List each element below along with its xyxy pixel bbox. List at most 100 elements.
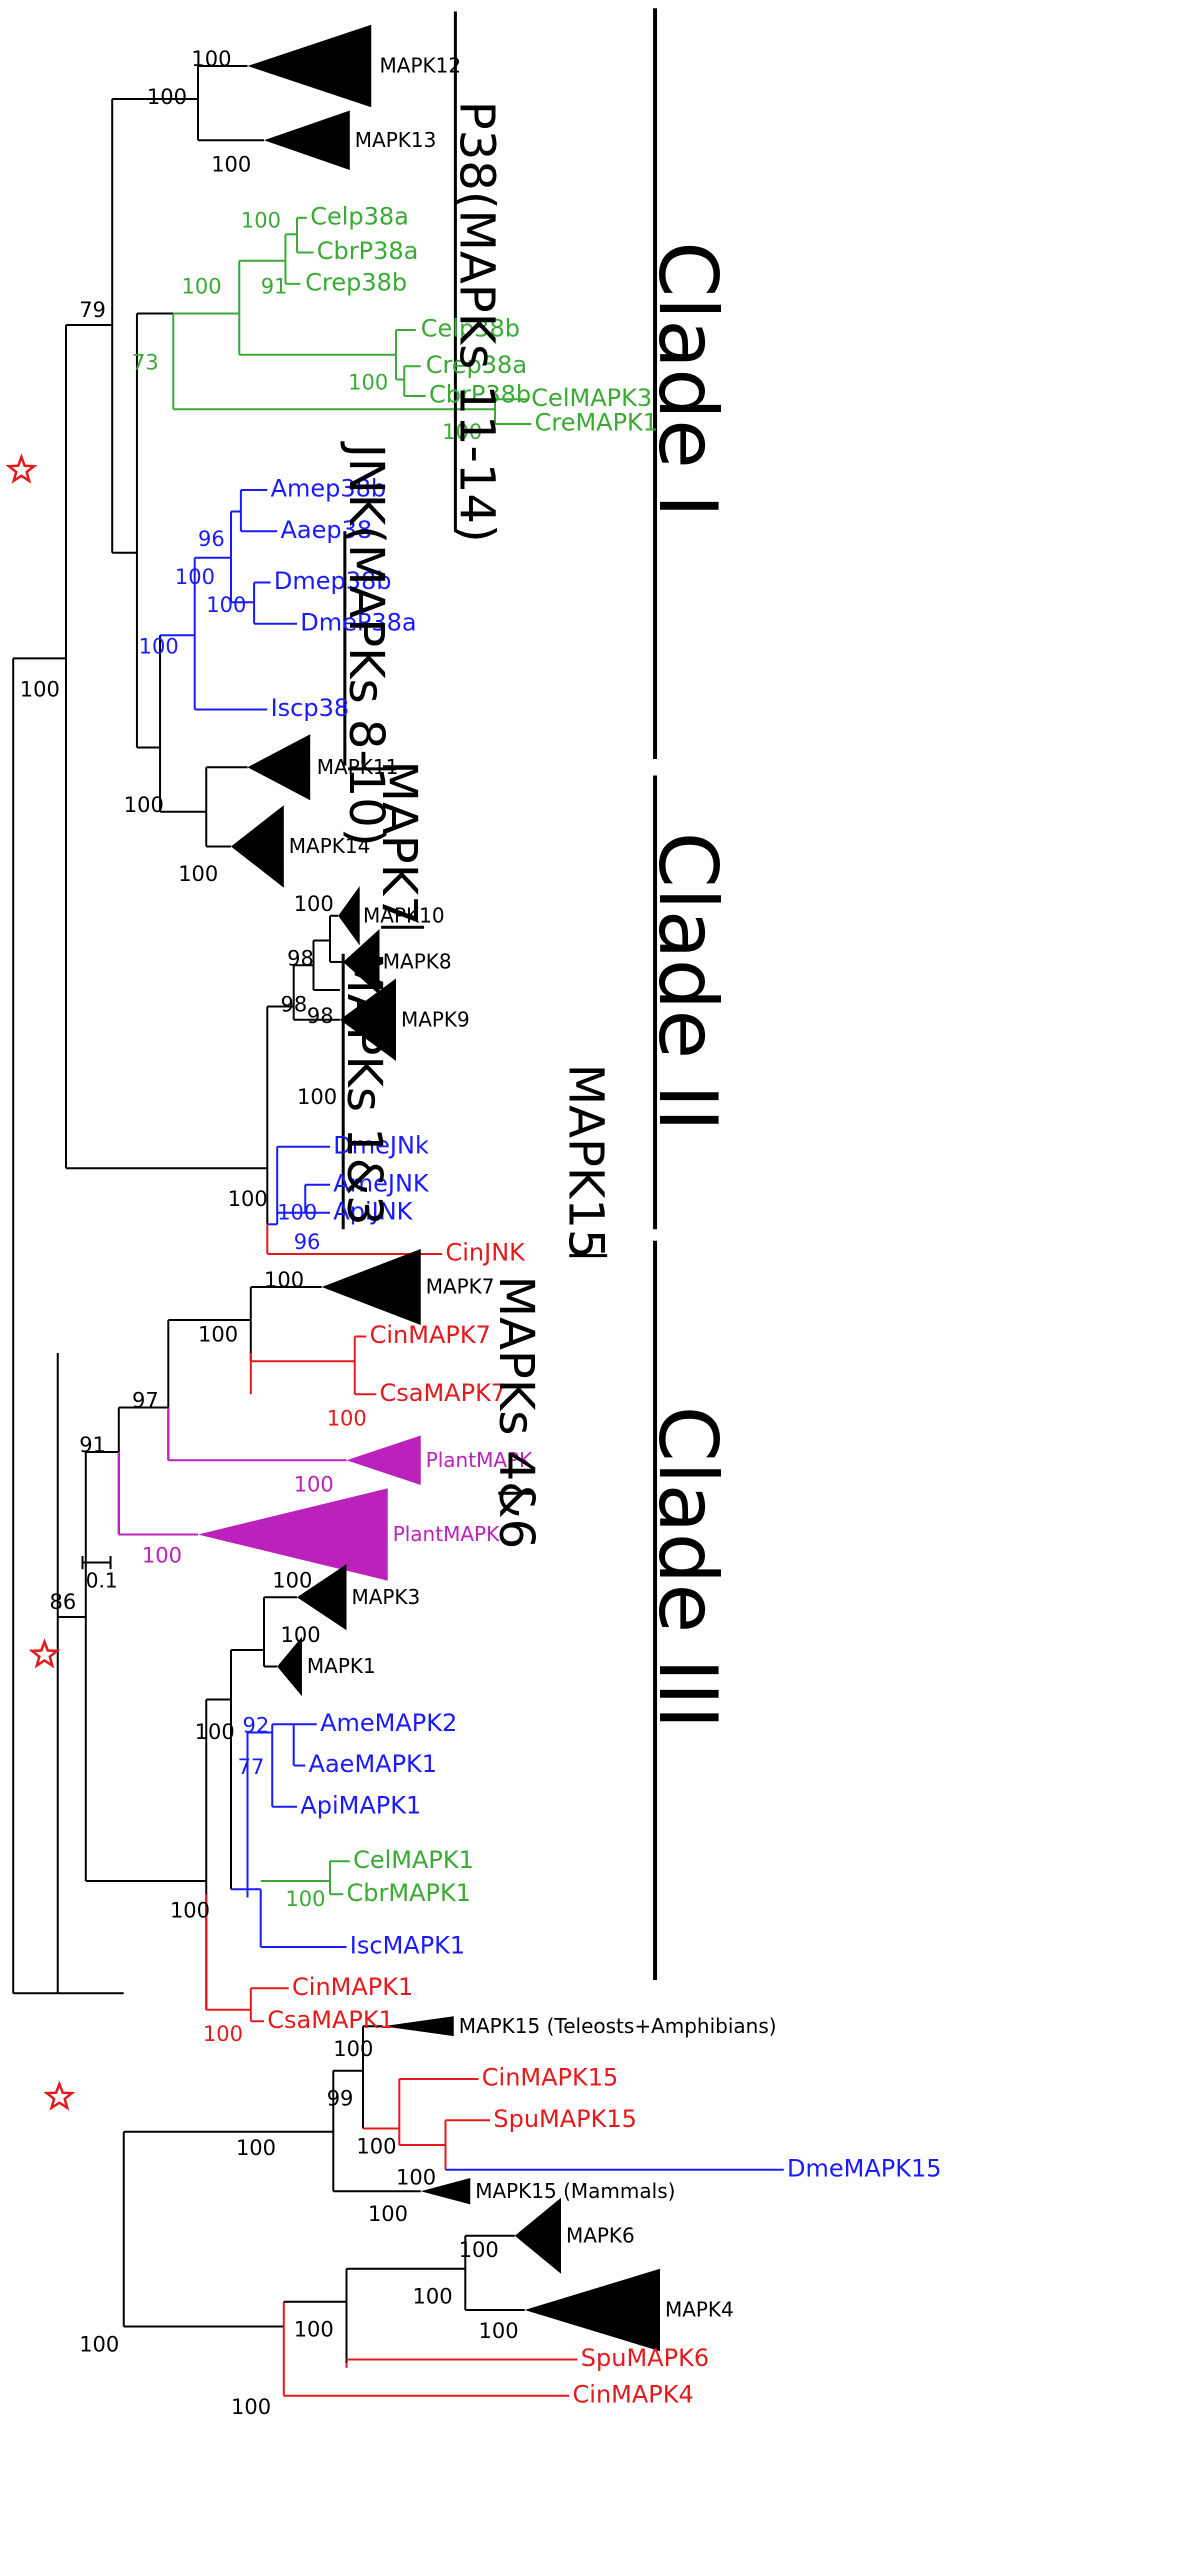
taxon-label: CinMAPK7: [370, 1321, 491, 1349]
bootstrap-value: 97: [132, 1388, 159, 1412]
taxon-label: Celp38b: [421, 315, 520, 343]
taxon-label: MAPK1: [307, 1654, 376, 1678]
bootstrap-value: 100: [348, 370, 388, 394]
bootstrap-value: 100: [236, 2136, 276, 2160]
bootstrap-value: 100: [206, 593, 246, 617]
bootstrap-value: 96: [294, 1230, 321, 1254]
taxon-label: CelMAPK1: [353, 1846, 474, 1874]
plantmapk1-triangle: [346, 1435, 421, 1485]
bootstrap-value: 100: [195, 1720, 235, 1744]
bootstrap-value: 100: [294, 2317, 334, 2341]
bootstrap-value: 100: [178, 862, 218, 886]
bootstrap-value: 96: [198, 527, 225, 551]
bootstrap-value: 100: [368, 2202, 408, 2226]
taxon-label: CinMAPK15: [482, 2064, 619, 2092]
taxon-label: DmeMAPK15: [787, 2154, 942, 2182]
group-label-p38: P38(MAPKs 11-14): [448, 101, 504, 543]
bootstrap-value: 99: [327, 2086, 354, 2110]
bootstrap-value: 100: [139, 634, 179, 658]
taxon-label: CinJNK: [446, 1239, 527, 1267]
bootstrap-value: 100: [327, 1407, 367, 1431]
taxon-label: Iscp38: [271, 694, 350, 722]
bootstrap-value: 77: [238, 1755, 265, 1779]
taxon-label: ApiMAPK1: [300, 1791, 421, 1819]
bootstrap-value: 100: [294, 892, 334, 916]
node-star-clade1: [5, 453, 38, 484]
bootstrap-value: 79: [79, 298, 106, 322]
taxon-label: MAPK4: [665, 2298, 734, 2322]
mapk3-triangle: [297, 1564, 347, 1631]
taxon-label: MAPK10: [363, 903, 445, 927]
taxon-label: MAPK7: [426, 1275, 495, 1299]
mapk11-triangle: [247, 734, 311, 801]
taxon-label: MAPK11: [317, 755, 399, 779]
bootstrap-value: 100: [479, 2319, 519, 2343]
bootstrap-value: 100: [231, 2395, 271, 2419]
bootstrap-value: 100: [356, 2134, 396, 2158]
taxon-label: IscMAPK1: [350, 1932, 465, 1960]
taxon-label: Aaep38: [281, 516, 373, 544]
mapk9-triangle: [339, 978, 396, 1061]
bootstrap-value: 98: [287, 946, 314, 970]
clade-label-1: Clade I: [641, 241, 734, 517]
bootstrap-value: 100: [413, 2284, 453, 2308]
clade-label-2: Clade II: [641, 832, 734, 1132]
taxon-label: Crep38b: [305, 268, 407, 296]
taxon-label: MAPK14: [289, 834, 371, 858]
mapk14-triangle: [231, 805, 284, 888]
taxon-label: MAPK3: [351, 1585, 420, 1609]
bootstrap-value: 100: [170, 1898, 210, 1922]
plantmapk2-triangle: [198, 1488, 388, 1581]
taxon-label: SpuMAPK15: [493, 2105, 637, 2133]
bootstrap-value: 100: [277, 1200, 317, 1224]
taxon-label: CbrP38a: [317, 237, 419, 265]
bootstrap-value: 86: [50, 1590, 77, 1614]
taxon-label: AmeMAPK2: [320, 1709, 457, 1737]
taxon-label: AaeMAPK1: [309, 1750, 438, 1778]
bootstrap-value: 100: [175, 565, 215, 589]
bootstrap-value: 92: [243, 1714, 270, 1738]
bootstrap-value: 100: [294, 1473, 334, 1497]
bootstrap-value: 100: [264, 1268, 304, 1292]
mapk7-triangle: [321, 1249, 421, 1325]
taxon-label: AmeJNK: [333, 1169, 430, 1197]
taxon-label: MAPK13: [355, 128, 437, 152]
bootstrap-value: 100: [203, 2022, 243, 2046]
bootstrap-value: 100: [147, 85, 187, 109]
mapk4-triangle: [524, 2268, 660, 2352]
bootstrap-value: 100: [79, 2332, 119, 2356]
bootstrap-value: 100: [191, 47, 231, 71]
bootstrap-value: 100: [442, 420, 482, 444]
mapk12-triangle: [247, 24, 372, 108]
mapk1-triangle: [277, 1636, 302, 1697]
taxon-label: Dmep38b: [274, 567, 392, 595]
taxon-label: Crep38a: [426, 351, 527, 379]
taxon-label: DmeP38a: [300, 608, 416, 636]
bootstrap-value: 91: [79, 1433, 106, 1457]
taxon-label: SpuMAPK6: [581, 2344, 709, 2372]
scale-bar-label: 0.1: [86, 1568, 118, 1592]
taxon-label: CelMAPK3: [531, 384, 652, 412]
taxon-label: MAPK9: [401, 1007, 470, 1031]
bootstrap-value: 91: [261, 275, 288, 299]
bootstrap-value: 100: [142, 1544, 182, 1568]
mapk13-triangle: [264, 110, 350, 170]
group-label-mapk15: MAPK15: [557, 1064, 613, 1260]
bootstrap-value: 73: [132, 351, 159, 375]
bootstrap-value: 100: [182, 275, 222, 299]
bootstrap-value: 98: [281, 992, 308, 1016]
group-label-mapk1-3: MAPKs 1&3: [336, 952, 392, 1225]
bootstrap-value: 100: [211, 153, 251, 177]
node-star-clade3: [43, 2080, 76, 2111]
taxon-label: CsaMAPK1: [267, 2006, 394, 2034]
bootstrap-value: 100: [297, 1085, 337, 1109]
taxon-label: MAPK15 (Mammals): [475, 2179, 675, 2203]
mapk10-triangle: [338, 886, 360, 946]
taxon-label: CinMAPK4: [573, 2380, 694, 2408]
taxon-label: PlantMAPK: [426, 1448, 533, 1472]
bootstrap-value: 100: [124, 793, 164, 817]
mapk6-triangle: [514, 2197, 561, 2274]
taxon-label: MAPK12: [380, 54, 462, 78]
bootstrap-value: 100: [272, 1568, 312, 1592]
